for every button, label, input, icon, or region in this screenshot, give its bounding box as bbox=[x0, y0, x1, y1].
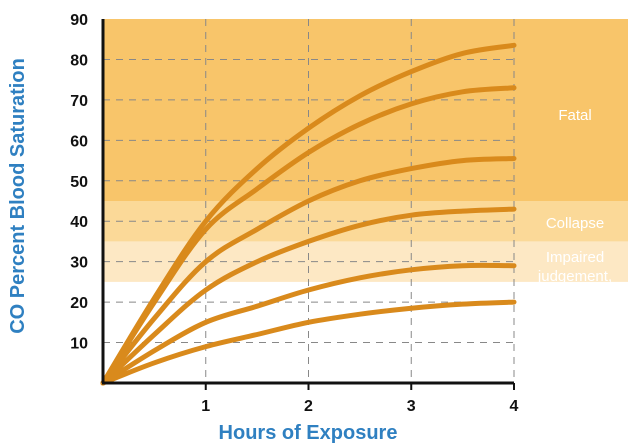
y-tick-label: 70 bbox=[70, 93, 88, 110]
y-tick-label: 80 bbox=[70, 52, 88, 69]
zone-labels: Fatal Collapse Impaired judgement, dizzi… bbox=[537, 107, 612, 325]
series-line-4 bbox=[100, 206, 517, 386]
x-tick-label: 1 bbox=[201, 398, 210, 415]
series-line-3 bbox=[100, 156, 517, 386]
y-tick-label: 20 bbox=[70, 295, 88, 312]
series-line-5 bbox=[100, 262, 517, 386]
axes bbox=[101, 19, 515, 390]
series-line-2 bbox=[100, 85, 517, 386]
y-tick-label: 30 bbox=[70, 255, 88, 272]
zone-label-impaired-line-3: dizziness, bbox=[542, 288, 608, 305]
zone-label-impaired-line-4: headache bbox=[542, 308, 608, 325]
zone-band-1 bbox=[103, 19, 628, 201]
x-tick-label: 4 bbox=[510, 398, 519, 415]
y-tick-label: 40 bbox=[70, 214, 88, 231]
tick-labels: 10 20 30 40 50 60 70 80 90 1 2 3 4 bbox=[70, 12, 518, 415]
y-tick-label: 50 bbox=[70, 174, 88, 191]
y-tick-label: 10 bbox=[70, 336, 88, 353]
y-tick-label: 60 bbox=[70, 133, 88, 150]
x-axis-title: Hours of Exposure bbox=[219, 422, 398, 444]
y-axis-title: CO Percent Blood Saturation bbox=[7, 58, 29, 334]
zone-label-impaired-line-2: judgement, bbox=[537, 268, 612, 285]
zone-label-collapse: Collapse bbox=[546, 215, 604, 232]
zone-label-impaired-line-1: Impaired bbox=[546, 249, 604, 266]
zone-label-fatal: Fatal bbox=[558, 107, 591, 124]
series-lines bbox=[100, 42, 517, 386]
x-tick-label: 3 bbox=[407, 398, 416, 415]
series-line-6 bbox=[100, 299, 517, 386]
y-tick-label: 90 bbox=[70, 12, 88, 29]
x-tick-label: 2 bbox=[304, 398, 313, 415]
zone-bands bbox=[103, 19, 628, 282]
